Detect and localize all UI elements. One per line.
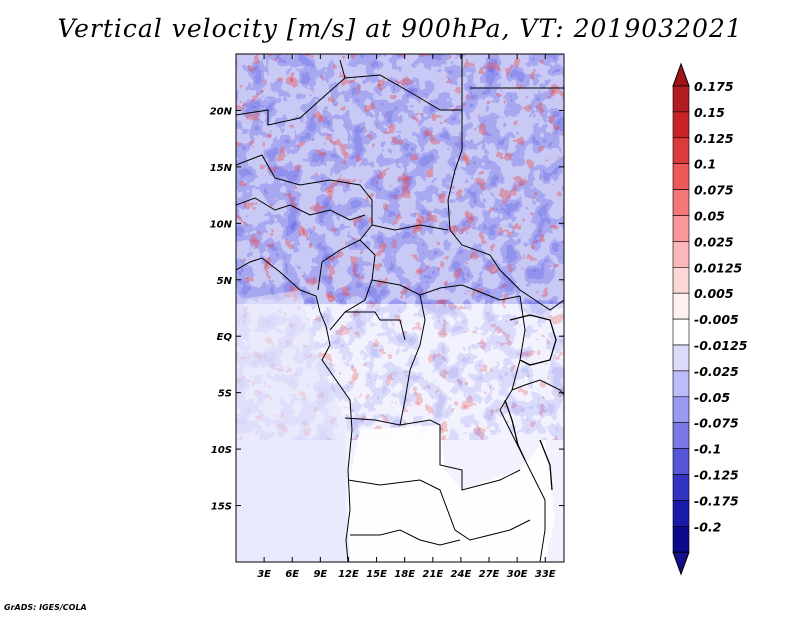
colorbar-label: -0.125 xyxy=(694,468,739,483)
y-tick-label: 5S xyxy=(218,389,232,400)
y-tick-label: 10N xyxy=(210,219,233,230)
colorbar-label: 0.0125 xyxy=(694,260,743,275)
y-tick-label: 20N xyxy=(210,106,233,117)
colorbar-label: -0.1 xyxy=(694,442,721,457)
x-tick-label: 18E xyxy=(394,569,415,580)
colorbar-swatch xyxy=(672,474,690,501)
y-tick-label: 15S xyxy=(211,502,232,513)
x-tick-label: 6E xyxy=(285,569,299,580)
country-borders xyxy=(236,54,564,562)
colorbar-label: -0.025 xyxy=(694,364,739,379)
x-tick-label: 3E xyxy=(257,569,271,580)
x-tick-label: 15E xyxy=(366,569,387,580)
colorbar-swatch xyxy=(672,525,690,553)
y-tick-label: 15N xyxy=(210,163,233,174)
colorbar-swatch xyxy=(672,241,690,268)
colorbar-swatch xyxy=(672,448,690,475)
colorbar-label: -0.0125 xyxy=(694,338,748,353)
colorbar-label: -0.075 xyxy=(694,416,739,431)
colorbar-swatch xyxy=(672,292,690,320)
colorbar-swatch xyxy=(672,370,690,398)
colorbar-swatch xyxy=(672,215,690,242)
colorbar-swatch xyxy=(672,318,690,346)
colorbar-label: 0.125 xyxy=(694,131,734,146)
colorbar-label: 0.005 xyxy=(694,286,734,301)
colorbar-swatch xyxy=(672,344,690,372)
colorbar-swatch xyxy=(672,266,690,294)
x-tick-label: 33E xyxy=(535,569,556,580)
y-axis: 20N 15N 10N 5N EQ 5S 10S 15S xyxy=(210,106,564,513)
y-tick-label: 5N xyxy=(217,276,233,287)
plot-frame xyxy=(235,53,565,563)
x-tick-label: 12E xyxy=(338,569,359,580)
colorbar-label: -0.05 xyxy=(694,390,730,405)
colorbar-label: -0.175 xyxy=(694,493,739,508)
colorbar-swatch xyxy=(672,163,690,190)
y-tick-label: 10S xyxy=(211,445,232,456)
colorbar-top-arrow xyxy=(672,62,690,87)
colorbar-swatch xyxy=(672,85,690,113)
colorbar-swatch xyxy=(672,396,690,423)
colorbar-label: 0.1 xyxy=(694,157,716,172)
colorbar: 0.175 0.15 0.125 0.1 0.075 0.05 0.025 0.0125 0.0… xyxy=(672,62,748,576)
colorbar-bottom-arrow xyxy=(672,551,690,576)
colorbar-swatch xyxy=(672,500,690,527)
x-tick-label: 24E xyxy=(451,569,472,580)
colorbar-label: -0.005 xyxy=(694,312,739,327)
y-tick-label: EQ xyxy=(217,332,233,343)
colorbar-label: 0.05 xyxy=(694,209,725,224)
x-tick-label: 21E xyxy=(422,569,443,580)
grads-credit: GrADS: IGES/COLA xyxy=(4,603,87,612)
x-tick-label: 9E xyxy=(313,569,327,580)
colorbar-swatch xyxy=(672,111,690,139)
x-axis: 3E 6E 9E 12E 15E 18E 21E 24E 27E 30E 33E xyxy=(257,54,556,580)
x-tick-label: 30E xyxy=(507,569,528,580)
colorbar-label: 0.15 xyxy=(694,105,725,120)
colorbar-swatch xyxy=(672,189,690,216)
colorbar-label: 0.075 xyxy=(694,183,734,198)
colorbar-swatch xyxy=(672,422,690,449)
vertical-velocity-field xyxy=(236,54,564,562)
colorbar-label: 0.025 xyxy=(694,234,734,249)
x-tick-label: 27E xyxy=(479,569,500,580)
colorbar-label: 0.175 xyxy=(694,79,734,94)
chart-title: Vertical velocity [m/s] at 900hPa, VT: 2… xyxy=(57,14,743,43)
colorbar-swatch xyxy=(672,137,690,165)
colorbar-label: -0.2 xyxy=(694,519,721,534)
